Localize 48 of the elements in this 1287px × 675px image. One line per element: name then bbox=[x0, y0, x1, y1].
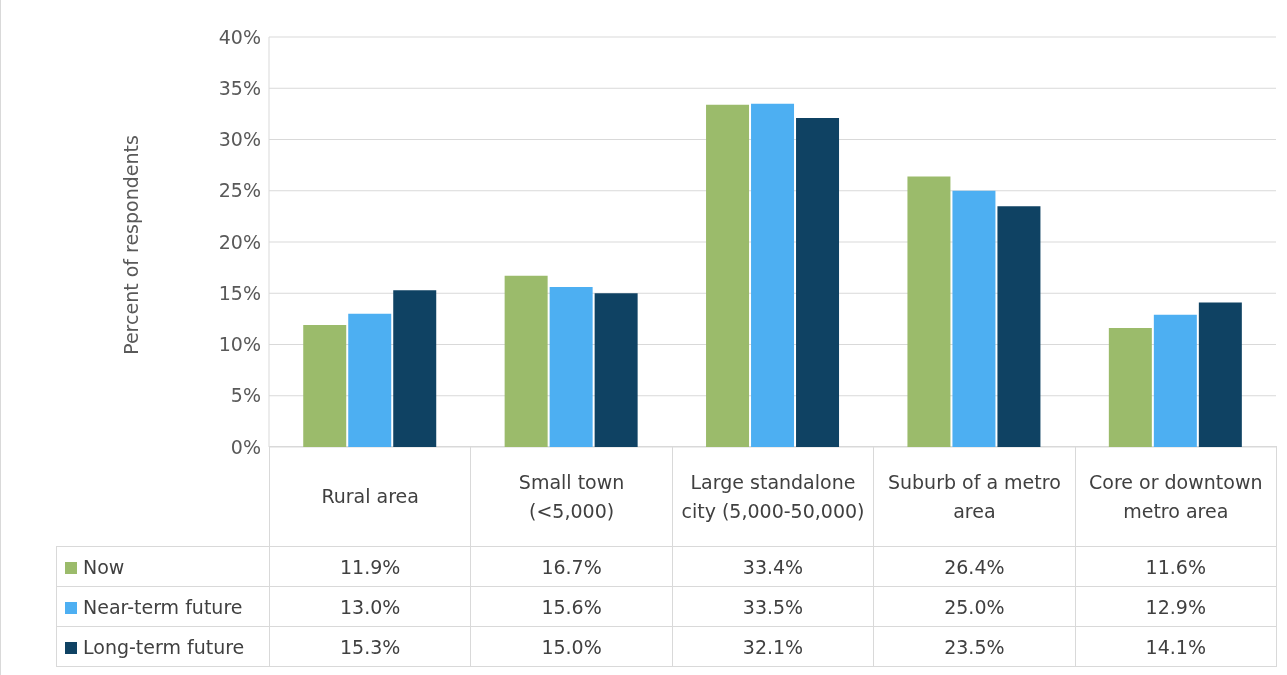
data-label: 33.5% bbox=[672, 586, 874, 627]
y-tick-label: 20% bbox=[218, 230, 261, 253]
bar bbox=[303, 325, 347, 447]
data-label: 13.0% bbox=[269, 586, 471, 627]
x-tick-label: Small town (<5,000) bbox=[470, 446, 673, 547]
x-tick-label: Core or downtown metro area bbox=[1075, 446, 1277, 547]
bar bbox=[504, 275, 548, 447]
y-tick-label: 25% bbox=[218, 179, 261, 202]
legend-label: Long-term future bbox=[56, 626, 270, 667]
data-label: 23.5% bbox=[873, 626, 1076, 667]
bar bbox=[997, 206, 1041, 447]
data-label: 15.6% bbox=[470, 586, 673, 627]
y-tick-label: 5% bbox=[230, 384, 261, 407]
bar bbox=[952, 190, 996, 447]
bar bbox=[751, 103, 795, 447]
x-tick-label: Large standalone city (5,000-50,000) bbox=[672, 446, 874, 547]
data-label: 15.3% bbox=[269, 626, 471, 667]
data-label: 11.6% bbox=[1075, 546, 1277, 587]
y-tick-label: 10% bbox=[218, 333, 261, 356]
data-label: 12.9% bbox=[1075, 586, 1277, 627]
bar bbox=[393, 290, 437, 447]
y-tick-label: 30% bbox=[218, 128, 261, 151]
x-tick-label: Rural area bbox=[269, 446, 471, 547]
y-tick-label: 0% bbox=[230, 435, 261, 458]
data-label: 33.4% bbox=[672, 546, 874, 587]
bar bbox=[1108, 328, 1152, 447]
data-label: 15.0% bbox=[470, 626, 673, 667]
bar bbox=[1198, 302, 1242, 447]
bar bbox=[594, 293, 638, 447]
y-axis-title: Percent of respondents bbox=[120, 135, 142, 355]
bar bbox=[549, 287, 593, 447]
y-tick-label: 40% bbox=[218, 25, 261, 48]
data-label: 14.1% bbox=[1075, 626, 1277, 667]
data-label: 25.0% bbox=[873, 586, 1076, 627]
y-tick-label: 15% bbox=[218, 281, 261, 304]
data-label: 11.9% bbox=[269, 546, 471, 587]
bar bbox=[706, 104, 750, 447]
x-tick-label: Suburb of a metro area bbox=[873, 446, 1076, 547]
data-label: 32.1% bbox=[672, 626, 874, 667]
bar bbox=[1153, 314, 1197, 447]
data-label: 26.4% bbox=[873, 546, 1076, 587]
bar bbox=[348, 313, 392, 447]
y-tick-label: 35% bbox=[218, 77, 261, 99]
data-label: 16.7% bbox=[470, 546, 673, 587]
bar bbox=[796, 117, 840, 447]
bar bbox=[907, 176, 951, 447]
legend-label: Near-term future bbox=[56, 586, 270, 627]
legend-label: Now bbox=[56, 546, 270, 587]
